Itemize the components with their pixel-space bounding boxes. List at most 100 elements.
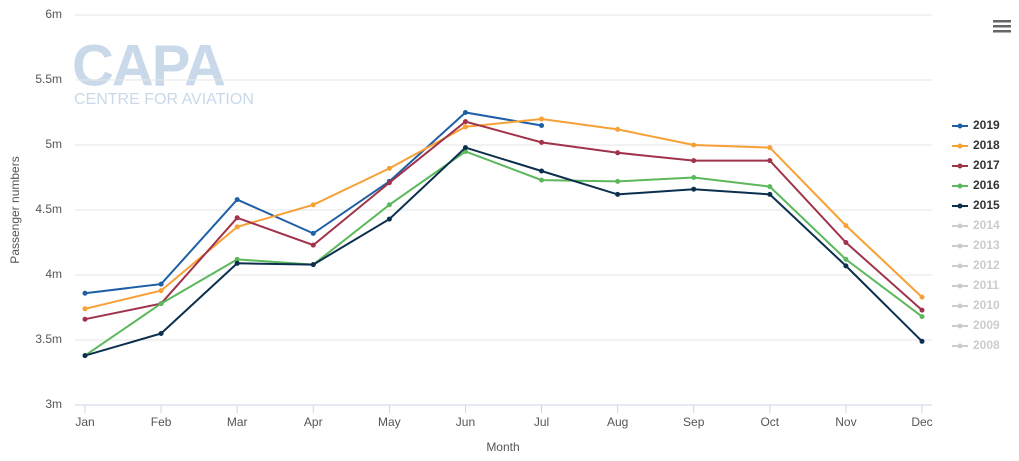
data-point <box>310 262 316 268</box>
data-point <box>386 180 392 186</box>
data-point <box>158 331 164 336</box>
menu-bar[interactable] <box>993 30 1011 33</box>
x-tick-label: Mar <box>227 415 248 429</box>
data-point <box>919 314 925 320</box>
legend-label[interactable]: 2019 <box>973 118 1000 132</box>
legend-label[interactable]: 2014 <box>973 218 1000 232</box>
y-tick-label: 3m <box>45 397 62 411</box>
data-point <box>843 263 849 269</box>
menu-bar[interactable] <box>993 25 1011 28</box>
x-tick-label: Feb <box>151 415 172 429</box>
y-tick-label: 4m <box>45 267 62 281</box>
legend-dot <box>957 203 963 209</box>
x-tick-label: Aug <box>607 415 628 429</box>
data-point <box>310 230 316 236</box>
y-tick-label: 5m <box>45 137 62 151</box>
data-point <box>615 126 621 132</box>
legend-label[interactable]: 2018 <box>973 138 1000 152</box>
data-point <box>843 223 849 229</box>
legend-label[interactable]: 2013 <box>973 238 1000 252</box>
data-point <box>234 224 240 230</box>
data-point <box>919 338 925 344</box>
data-point <box>843 240 849 245</box>
x-tick-label: Jan <box>75 415 94 429</box>
legend: 2019 2018 2017 2016 2015 2014 2013 2012 2011 2010… <box>952 118 1000 352</box>
x-tick-label: Nov <box>835 415 856 429</box>
y-axis-label: Passenger numbers <box>8 156 22 263</box>
x-tick-label: Oct <box>760 415 779 429</box>
legend-label[interactable]: 2016 <box>973 178 1000 192</box>
legend-label[interactable]: 2015 <box>973 198 1000 212</box>
data-point <box>691 142 697 148</box>
legend-dot <box>957 243 963 249</box>
data-point <box>691 186 697 192</box>
legend-dot <box>957 263 963 269</box>
y-tick-label: 3.5m <box>35 332 62 346</box>
data-point <box>767 145 773 151</box>
y-tick-label: 6m <box>45 7 62 21</box>
data-point <box>462 119 468 125</box>
series-line <box>84 117 923 310</box>
x-tick-label: Jul <box>534 415 549 429</box>
legend-label[interactable]: 2012 <box>973 258 1000 272</box>
data-point <box>767 191 773 197</box>
data-point <box>310 202 316 208</box>
data-point <box>234 256 240 262</box>
series-line <box>84 146 923 357</box>
x-axis-label: Month <box>486 440 519 454</box>
data-point <box>462 110 468 115</box>
legend-label[interactable]: 2009 <box>973 318 1000 332</box>
data-point <box>843 256 849 262</box>
legend-dot <box>957 223 963 229</box>
data-point <box>82 290 88 296</box>
data-point <box>82 353 88 359</box>
y-tick-label: 5.5m <box>35 72 62 86</box>
legend-label[interactable]: 2008 <box>973 338 1000 352</box>
data-point <box>234 197 240 203</box>
data-point <box>82 316 88 322</box>
data-point <box>158 301 164 307</box>
data-point <box>82 306 88 312</box>
legend-dot <box>957 303 963 309</box>
data-point <box>539 123 545 128</box>
x-tick-label: May <box>378 415 401 429</box>
data-point <box>386 165 392 171</box>
legend-dot <box>957 183 963 189</box>
legend-dot <box>957 163 963 169</box>
data-point <box>462 149 468 154</box>
data-point <box>462 145 468 151</box>
data-point <box>615 150 621 156</box>
x-tick-label: Jun <box>456 415 475 429</box>
data-point <box>919 294 925 300</box>
data-point <box>234 260 240 266</box>
series-line <box>84 120 923 321</box>
menu-icon[interactable] <box>993 20 1011 33</box>
data-point <box>539 116 545 122</box>
data-point <box>539 139 545 145</box>
legend-label[interactable]: 2017 <box>973 158 1000 172</box>
data-point <box>539 177 545 183</box>
legend-dot <box>957 123 963 129</box>
series-line <box>84 150 923 357</box>
x-tick-label: Dec <box>911 415 932 429</box>
data-point <box>386 216 392 222</box>
data-point <box>767 158 773 164</box>
legend-dot <box>957 283 963 289</box>
y-tick-label: 4.5m <box>35 202 62 216</box>
legend-dot <box>957 143 963 149</box>
legend-label[interactable]: 2011 <box>973 278 999 292</box>
data-point <box>919 307 925 313</box>
data-point <box>234 215 240 221</box>
data-point <box>767 184 773 190</box>
data-point <box>691 158 697 164</box>
legend-label[interactable]: 2010 <box>973 298 1000 312</box>
logo-tagline: CENTRE FOR AVIATION <box>74 91 254 108</box>
legend-dot <box>957 343 963 349</box>
logo-name: CAPA <box>72 33 225 98</box>
data-point <box>539 168 545 174</box>
x-tick-label: Apr <box>304 415 323 429</box>
menu-bar[interactable] <box>993 20 1011 23</box>
x-tick-label: Sep <box>683 415 705 429</box>
data-point <box>462 124 468 130</box>
